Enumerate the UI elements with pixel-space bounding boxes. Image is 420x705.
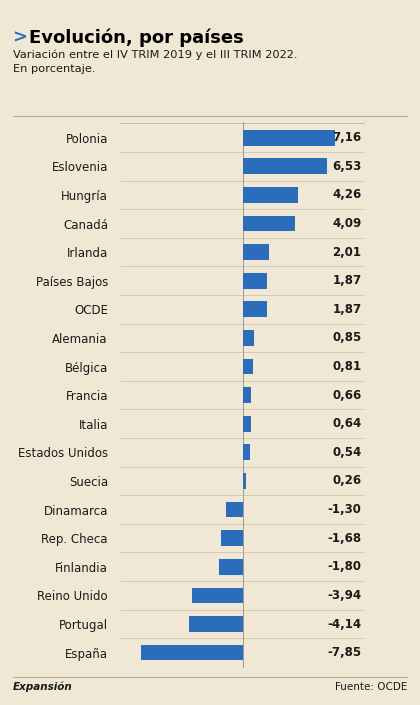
Text: 0,85: 0,85 (332, 331, 362, 345)
Bar (192, 587, 243, 603)
Text: -1,80: -1,80 (328, 560, 362, 573)
Bar (243, 302, 267, 317)
Text: 1,87: 1,87 (332, 303, 362, 316)
Text: 0,64: 0,64 (332, 417, 362, 430)
Bar (243, 387, 251, 403)
Text: Expansión: Expansión (13, 682, 72, 692)
Bar (243, 216, 295, 231)
Text: Fuente: OCDE: Fuente: OCDE (335, 682, 407, 692)
Bar (243, 473, 246, 489)
Text: 4,26: 4,26 (332, 188, 362, 202)
Text: 1,87: 1,87 (332, 274, 362, 287)
Bar (243, 187, 298, 203)
Text: -3,94: -3,94 (328, 589, 362, 602)
Text: -7,85: -7,85 (328, 646, 362, 659)
Bar (189, 616, 243, 632)
Text: -1,68: -1,68 (328, 532, 362, 545)
Text: Evolución, por países: Evolución, por países (29, 28, 244, 47)
Text: -1,30: -1,30 (328, 503, 362, 516)
Bar (141, 645, 243, 661)
Text: 0,66: 0,66 (332, 388, 362, 402)
Bar (243, 444, 249, 460)
Bar (243, 359, 253, 374)
Text: 6,53: 6,53 (332, 160, 362, 173)
Text: -4,14: -4,14 (328, 618, 362, 630)
Bar (243, 130, 335, 145)
Bar (219, 559, 243, 575)
Bar (243, 416, 251, 431)
Bar (243, 273, 267, 288)
Text: 4,09: 4,09 (332, 217, 362, 230)
Text: Variación entre el IV TRIM 2019 y el III TRIM 2022.
En porcentaje.: Variación entre el IV TRIM 2019 y el III… (13, 49, 297, 74)
Text: 0,81: 0,81 (332, 360, 362, 373)
Text: 0,54: 0,54 (332, 446, 362, 459)
Bar (226, 502, 243, 517)
Bar (243, 244, 268, 260)
Text: 2,01: 2,01 (333, 245, 362, 259)
Text: 0,26: 0,26 (332, 474, 362, 487)
Bar (243, 330, 254, 346)
Text: >: > (13, 28, 28, 47)
Bar (221, 530, 243, 546)
Text: 7,16: 7,16 (332, 131, 362, 145)
Bar (243, 159, 327, 174)
